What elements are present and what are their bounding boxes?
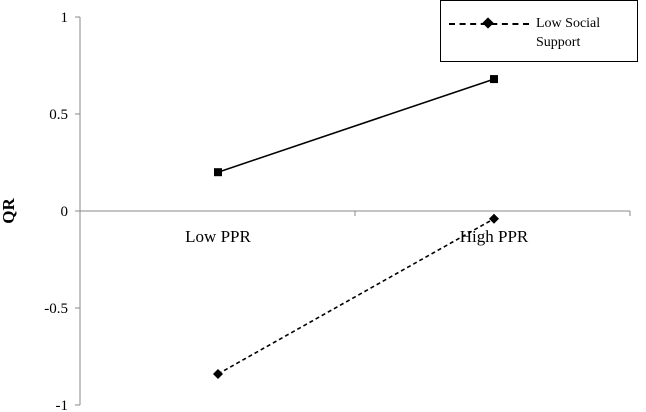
y-tick-label: -0.5 xyxy=(44,301,68,317)
series-low-social-support-line xyxy=(217,218,495,375)
y-ticks: -1 -0.5 0 0.5 1 xyxy=(44,10,80,412)
y-tick-label: 0.5 xyxy=(49,107,68,123)
y-tick-label: 0 xyxy=(61,204,69,220)
diamond-marker xyxy=(489,213,499,224)
series-group xyxy=(213,75,499,379)
legend: Low Social Support xyxy=(440,0,638,62)
y-axis-label: QR xyxy=(0,198,18,224)
legend-entry-low-social-support: Low Social Support xyxy=(536,16,601,50)
square-marker xyxy=(490,75,498,84)
x-category-labels: Low PPR High PPR xyxy=(79,211,631,246)
x-category-label: Low PPR xyxy=(185,227,251,246)
diamond-marker xyxy=(213,368,223,379)
y-tick-label: -1 xyxy=(56,398,69,412)
legend-diamond-marker-icon xyxy=(482,17,494,29)
series-solid-line xyxy=(217,78,495,173)
square-marker xyxy=(214,168,222,177)
y-tick-label: 1 xyxy=(61,10,69,26)
x-category-label: High PPR xyxy=(460,227,529,246)
